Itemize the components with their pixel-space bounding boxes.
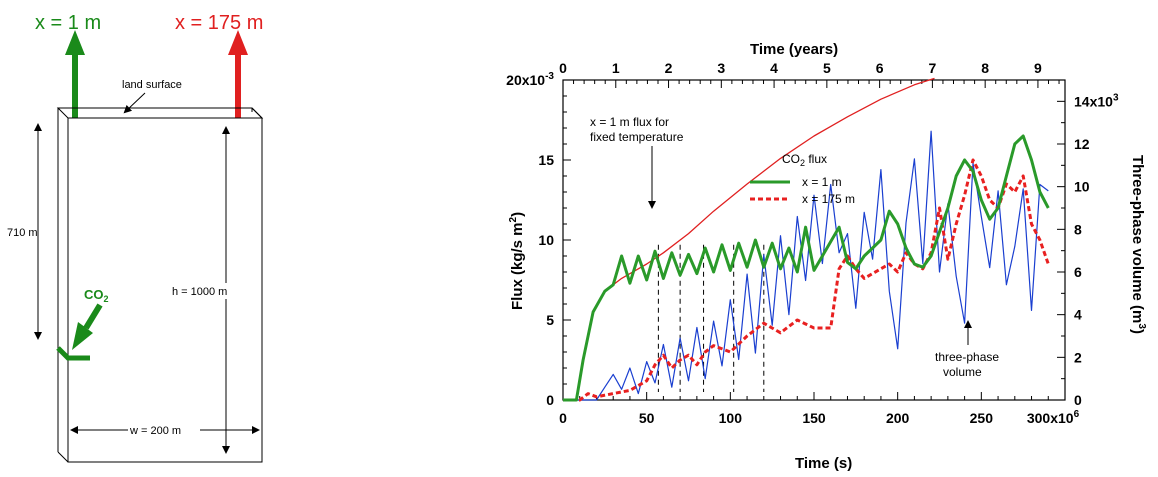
right-tick-label: 8: [1074, 221, 1082, 237]
top-tick-label: 4: [770, 60, 778, 76]
top-tick-label: 2: [665, 60, 673, 76]
x-tick-label: 300x106: [1027, 409, 1080, 426]
top-axis: 0 1 2 3 4 5 6 7 8 9: [559, 60, 1060, 88]
x-tick-label: 200: [886, 410, 910, 426]
x1-flux-line: [563, 134, 1050, 402]
domain-box: [56, 107, 264, 463]
right-axis: 0 2 4 6 8 10 12 14x103: [1057, 79, 1119, 408]
right-column-label: x = 175 m: [175, 12, 263, 34]
x-tick-label: 0: [559, 410, 567, 426]
x-tick-label: 100: [719, 410, 743, 426]
left-flux-arrow: [65, 30, 85, 118]
top-tick-label: 8: [981, 60, 989, 76]
dashed-markers: [657, 244, 765, 392]
three-phase-annotation-line1: three-phase: [935, 350, 999, 364]
right-tick-label: 2: [1074, 349, 1082, 365]
right-axis-title: Three-phase volume (m3): [1129, 155, 1147, 334]
top-tick-label: 9: [1034, 60, 1042, 76]
x-tick-label: 150: [802, 410, 826, 426]
three-phase-volume-line: [563, 130, 1049, 401]
legend-label-x1: x = 1 m: [802, 175, 842, 189]
top-tick-label: 1: [612, 60, 620, 76]
top-axis-title: Time (years): [750, 41, 838, 58]
left-tick-label: 15: [538, 152, 554, 168]
land-surface-pointer: [123, 92, 146, 114]
right-tick-label: 10: [1074, 179, 1090, 195]
x-tick-label: 50: [639, 410, 655, 426]
top-tick-label: 6: [876, 60, 884, 76]
top-tick-label: 5: [823, 60, 831, 76]
height-label: h = 1000 m: [172, 286, 227, 298]
legend: CO2 flux x = 1 m x = 175 m: [750, 152, 855, 206]
top-tick-label: 7: [928, 60, 936, 76]
right-tick-label: 12: [1074, 136, 1090, 152]
top-tick-label: 0: [559, 60, 567, 76]
left-axis: 0 5 10 15 20x10-3: [506, 71, 571, 408]
depth-label: 710 m: [7, 227, 38, 239]
left-tick-label: 20x10-3: [506, 71, 554, 88]
fixed-temp-annotation-line1: x = 1 m flux for: [590, 115, 669, 129]
width-label: w = 200 m: [129, 425, 181, 437]
fixed-temp-annotation-line2: fixed temperature: [590, 130, 684, 144]
co2-label: CO2: [84, 287, 109, 304]
legend-label-x175: x = 175 m: [802, 192, 855, 206]
x-tick-label: 250: [970, 410, 994, 426]
x-axis: 0 50 100 150 200 250 300x106: [559, 392, 1080, 426]
left-tick-label: 0: [546, 392, 554, 408]
left-tick-label: 5: [546, 312, 554, 328]
right-tick-label: 0: [1074, 392, 1082, 408]
x-axis-title: Time (s): [795, 455, 852, 472]
right-tick-label: 14x103: [1074, 92, 1119, 109]
left-column-label: x = 1 m: [35, 12, 101, 34]
right-tick-label: 4: [1074, 307, 1082, 323]
legend-title: CO2 flux: [782, 152, 827, 168]
right-flux-arrow: [228, 30, 248, 118]
co2-injection: [56, 303, 103, 361]
series-group: [563, 77, 1050, 402]
right-tick-label: 6: [1074, 264, 1082, 280]
top-tick-label: 3: [717, 60, 725, 76]
schematic: x = 1 m x = 175 m land surface 710 m h =…: [7, 12, 264, 463]
left-axis-title: Flux (kg/s m2): [508, 212, 526, 310]
left-tick-label: 10: [538, 232, 554, 248]
three-phase-annotation-line2: volume: [943, 365, 982, 379]
land-surface-label: land surface: [122, 79, 182, 91]
